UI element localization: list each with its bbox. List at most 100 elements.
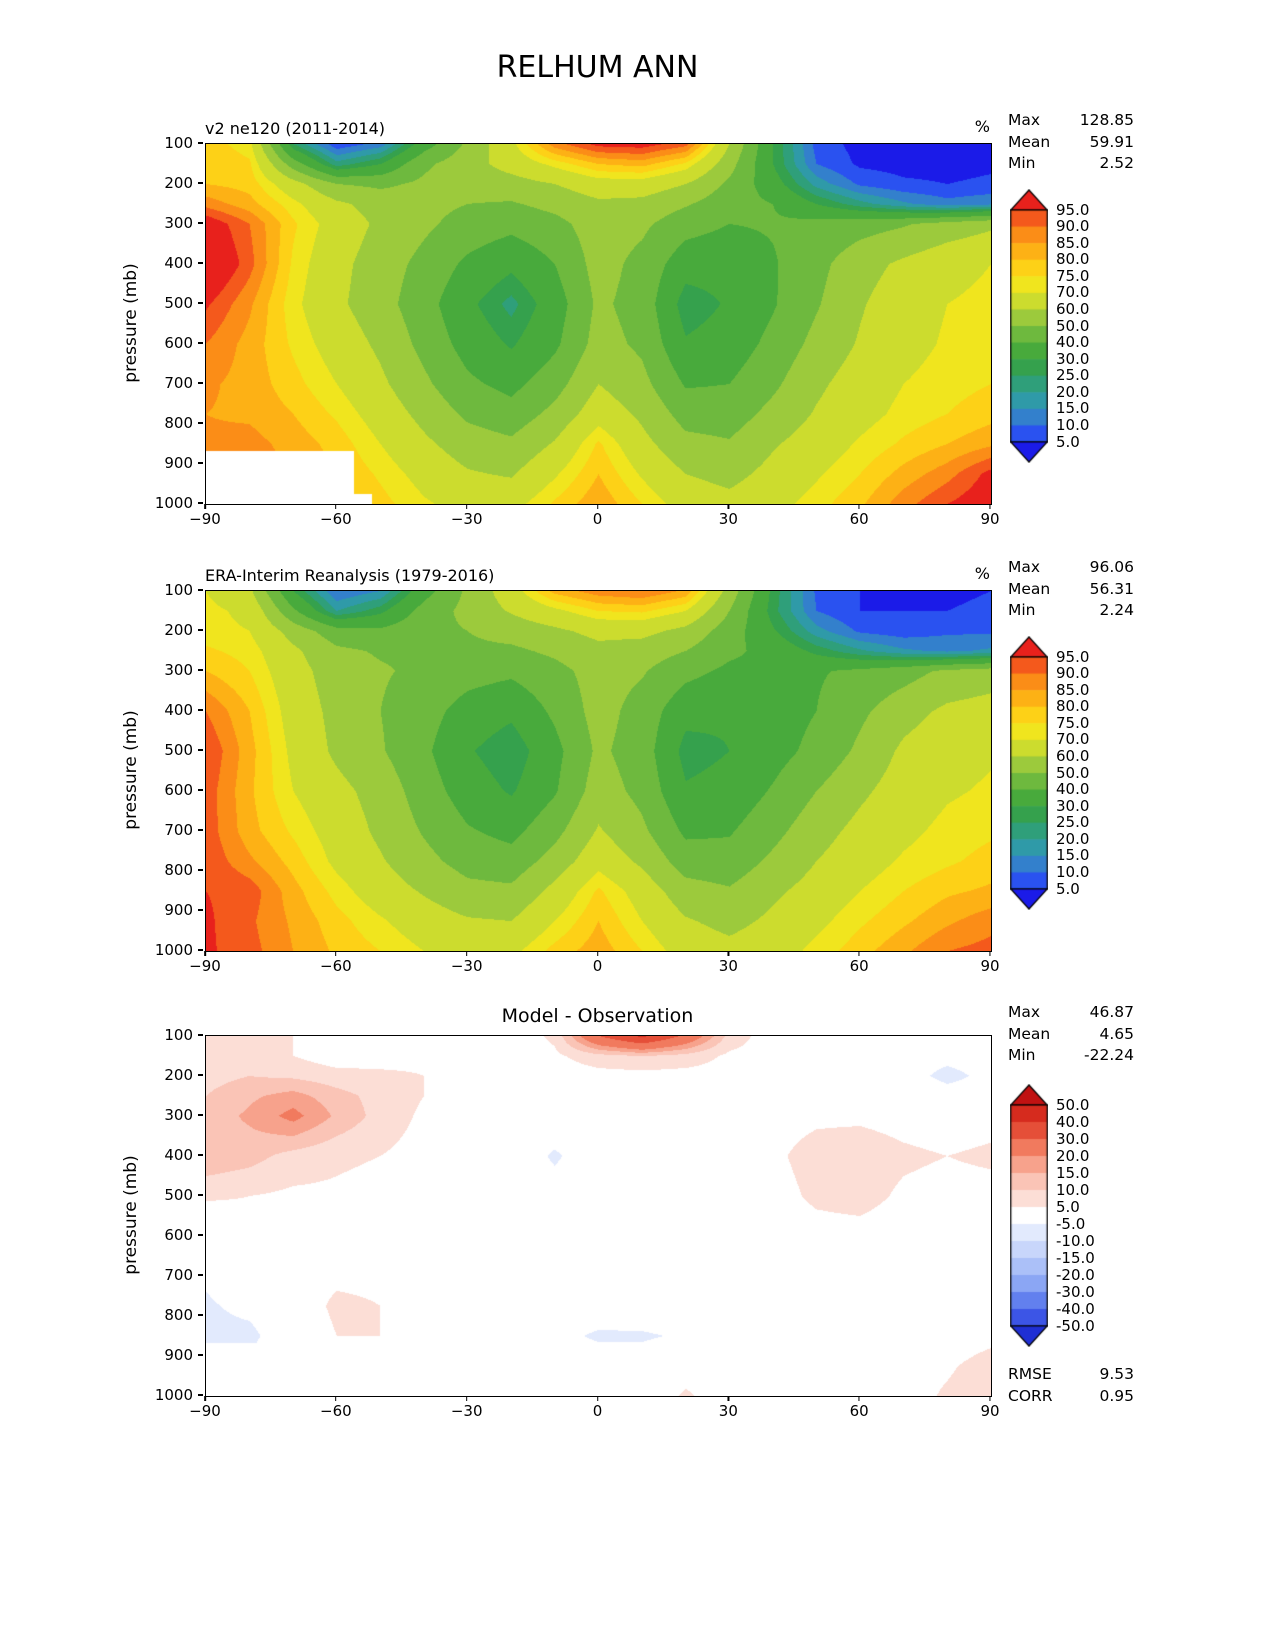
colorbar-tick-label: 95.0 [1056,647,1090,666]
rmse-corr-block: RMSE 9.53 CORR 0.95 [1008,1364,1134,1407]
y-tick: 700 [164,821,203,839]
colorbar-labels-observation: 95.0 90.0 85.0 80.0 75.0 70.0 60.0 50.0 40.0 30.0… [1056,636,1116,910]
y-tick: 300 [164,1106,203,1124]
x-tick-label: −30 [450,957,483,975]
y-tick: 800 [164,861,203,879]
tick-mark [198,1114,203,1116]
colorbar-tick-label: 90.0 [1056,664,1090,683]
x-tick: 60 [850,951,869,974]
tick-mark [198,789,203,791]
tick-mark [858,504,860,509]
colorbar-tick-label: 5.0 [1056,432,1080,451]
y-tick-label: 300 [164,1105,193,1124]
colorbar-tick-label: 15.0 [1056,1163,1090,1182]
stat-value: 2.52 [1099,154,1134,172]
tick-mark [198,1194,203,1196]
x-tick: 30 [719,951,738,974]
stat-value: 2.24 [1099,601,1134,619]
tick-mark [204,951,206,956]
x-tick: 30 [719,1396,738,1419]
colorbar-tick-label: 20.0 [1056,382,1090,401]
tick-mark [198,709,203,711]
x-tick-label: 30 [718,957,738,975]
y-tick-label: 300 [164,213,193,232]
x-tick: −60 [320,951,352,974]
colorbar-tick-label: 40.0 [1056,1112,1090,1131]
colorbar-tick-label: 5.0 [1056,879,1080,898]
x-tick: −30 [450,951,483,975]
y-tick: 700 [164,374,203,392]
tick-mark [198,869,203,871]
tick-mark [335,951,337,956]
colorbar-model [1010,189,1048,463]
colorbar-tick-label: 15.0 [1056,846,1090,865]
y-tick: 900 [164,454,203,472]
colorbar-tick-label: 30.0 [1056,796,1090,815]
tick-mark [204,504,206,509]
x-tick: 90 [980,504,1000,527]
contour-canvas-observation [206,591,991,951]
x-tick: 90 [980,1396,1000,1419]
x-tick: −60 [320,504,352,527]
stat-row-rmse: RMSE 9.53 [1008,1364,1134,1386]
y-tick-label: 400 [164,254,193,272]
tick-mark [198,1074,203,1076]
tick-mark [335,504,337,509]
tick-mark [198,502,203,504]
stat-row-max: Max 46.87 [1008,1002,1134,1024]
stat-value: -22.24 [1084,1046,1134,1064]
stat-row-min: Min -22.24 [1008,1045,1134,1067]
colorbar-tick-label: 50.0 [1056,763,1090,782]
stat-label: Mean [1008,132,1051,151]
stat-label: Mean [1008,1024,1051,1043]
x-tick-label: −30 [450,1402,483,1420]
stat-label: Max [1008,111,1041,129]
colorbar-tick-label: 60.0 [1056,746,1090,765]
tick-mark [198,909,203,911]
y-tick-label: 900 [164,900,193,919]
colorbar-tick-label: -10.0 [1056,1231,1095,1250]
contour-plot-difference [205,1035,992,1397]
tick-mark [198,1234,203,1236]
y-tick-label: 800 [164,1306,193,1324]
colorbar-tick-label: 10.0 [1056,415,1090,434]
tick-mark [198,669,203,671]
tick-mark [596,1396,599,1401]
colorbar-difference [1010,1084,1048,1347]
y-tick-label: 1000 [154,941,193,959]
x-tick: −30 [450,504,483,528]
y-tick: 500 [164,1186,203,1204]
contour-plot-model [205,143,992,505]
tick-mark [198,182,203,184]
contour-canvas-difference [206,1036,991,1396]
y-tick: 600 [164,1226,203,1244]
stats-model: Max 128.85 Mean 59.91 Min 2.52 [1008,110,1134,175]
y-tick-label: 700 [164,374,193,392]
y-tick-label: 100 [164,581,193,599]
y-tick: 200 [164,621,203,639]
colorbar-tick-label: 40.0 [1056,780,1090,799]
colorbar-tick-label: 70.0 [1056,730,1090,749]
unit-label-observation: % [974,564,990,583]
tick-mark [198,382,203,384]
y-tick-label: 800 [164,861,193,879]
colorbar-tick-label: 80.0 [1056,697,1090,716]
y-tick-label: 900 [164,453,193,472]
colorbar-tick-label: -20.0 [1056,1265,1095,1284]
y-tick-label: 1000 [154,494,193,512]
colorbar-tick-label: 5.0 [1056,1197,1080,1216]
colorbar-labels-difference: 50.0 40.0 30.0 20.0 15.0 10.0 5.0 -5.0 -10.0 -15.… [1056,1084,1116,1347]
colorbar-tick-label: 80.0 [1056,250,1090,269]
stat-label: CORR [1008,1386,1053,1405]
y-tick-label: 400 [164,701,193,719]
colorbar-tick-label: 60.0 [1056,299,1090,318]
tick-mark [198,1314,203,1316]
tick-mark [198,1034,203,1036]
colorbar-tick-label: 75.0 [1056,266,1090,285]
x-tick-label: −30 [450,510,483,528]
panel-title-observation: ERA-Interim Reanalysis (1979-2016) [205,566,495,585]
colorbar-tick-label: 85.0 [1056,680,1090,699]
colorbar-tick-label: 90.0 [1056,217,1090,236]
colorbar-tick-label: 10.0 [1056,1180,1090,1199]
